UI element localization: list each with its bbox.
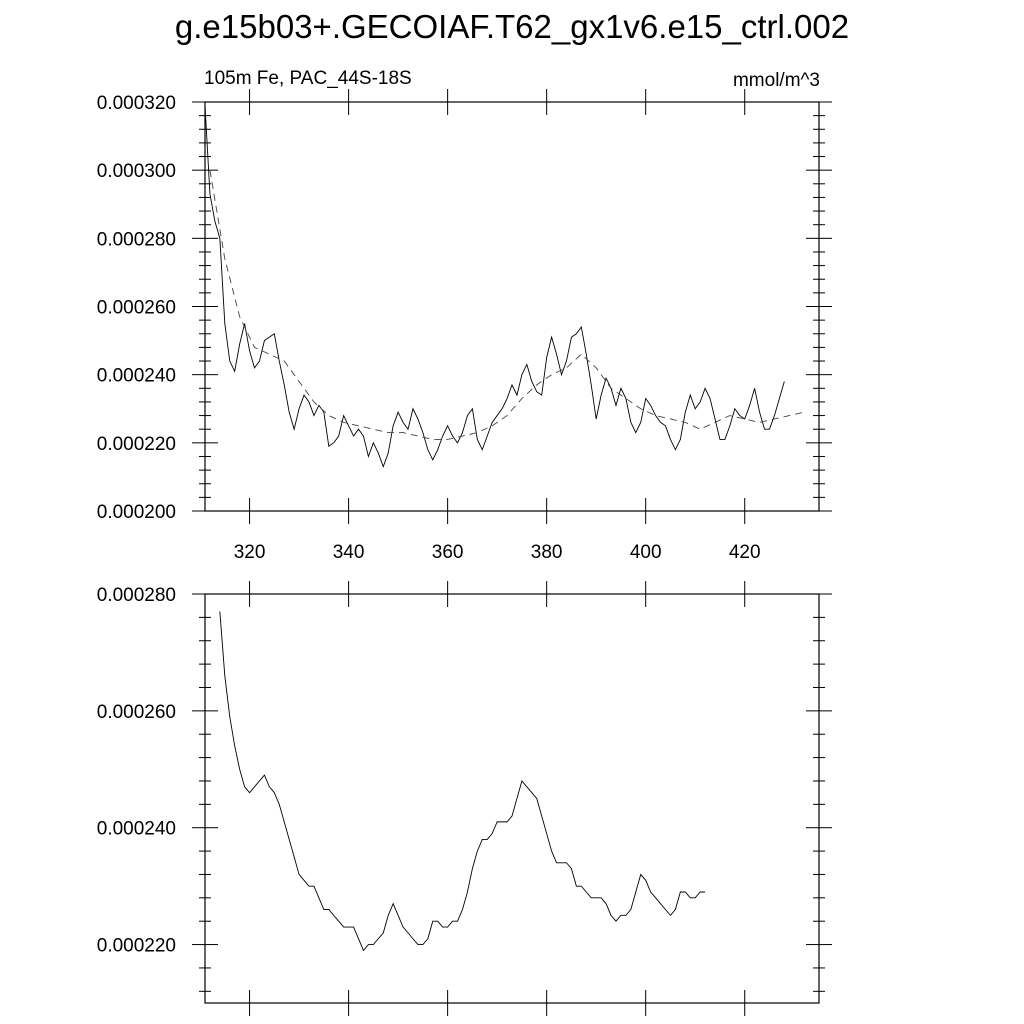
y-tick-label: 0.000220 — [97, 434, 176, 455]
smoothed-series-line — [209, 170, 805, 440]
y-tick-label: 0.000240 — [97, 819, 176, 840]
top-panel-right-label: mmol/m^3 — [733, 70, 820, 91]
x-tick-label: 400 — [630, 542, 662, 563]
y-tick-label: 0.000300 — [97, 161, 176, 182]
y-tick-label: 0.000240 — [97, 366, 176, 387]
x-tick-label: 380 — [531, 542, 563, 563]
chart-title: g.e15b03+.GECOIAF.T62_gx1v6.e15_ctrl.002 — [175, 8, 849, 45]
x-tick-label: 420 — [729, 542, 761, 563]
series-line — [204, 105, 785, 469]
y-tick-label: 0.000200 — [97, 502, 176, 523]
y-tick-label: 0.000280 — [97, 585, 176, 606]
bottom-panel: 0.000220 0.000240 0.000260 0.000280 — [97, 581, 832, 1016]
y-tick-label: 0.000320 — [97, 93, 176, 114]
y-tick-label: 0.000260 — [97, 702, 176, 723]
x-tick-label: 340 — [333, 542, 365, 563]
y-tick-label: 0.000220 — [97, 936, 176, 957]
top-panel: 105m Fe, PAC_44S-18S mmol/m^3 0.000200 0.… — [97, 68, 832, 563]
x-tick-label: 360 — [432, 542, 464, 563]
y-tick-label: 0.000280 — [97, 229, 176, 250]
plot-frame — [204, 593, 820, 1004]
plot-frame — [204, 101, 820, 512]
series-line — [219, 611, 706, 952]
y-tick-label: 0.000260 — [97, 298, 176, 319]
top-panel-left-label: 105m Fe, PAC_44S-18S — [204, 68, 412, 89]
x-tick-label: 320 — [234, 542, 266, 563]
